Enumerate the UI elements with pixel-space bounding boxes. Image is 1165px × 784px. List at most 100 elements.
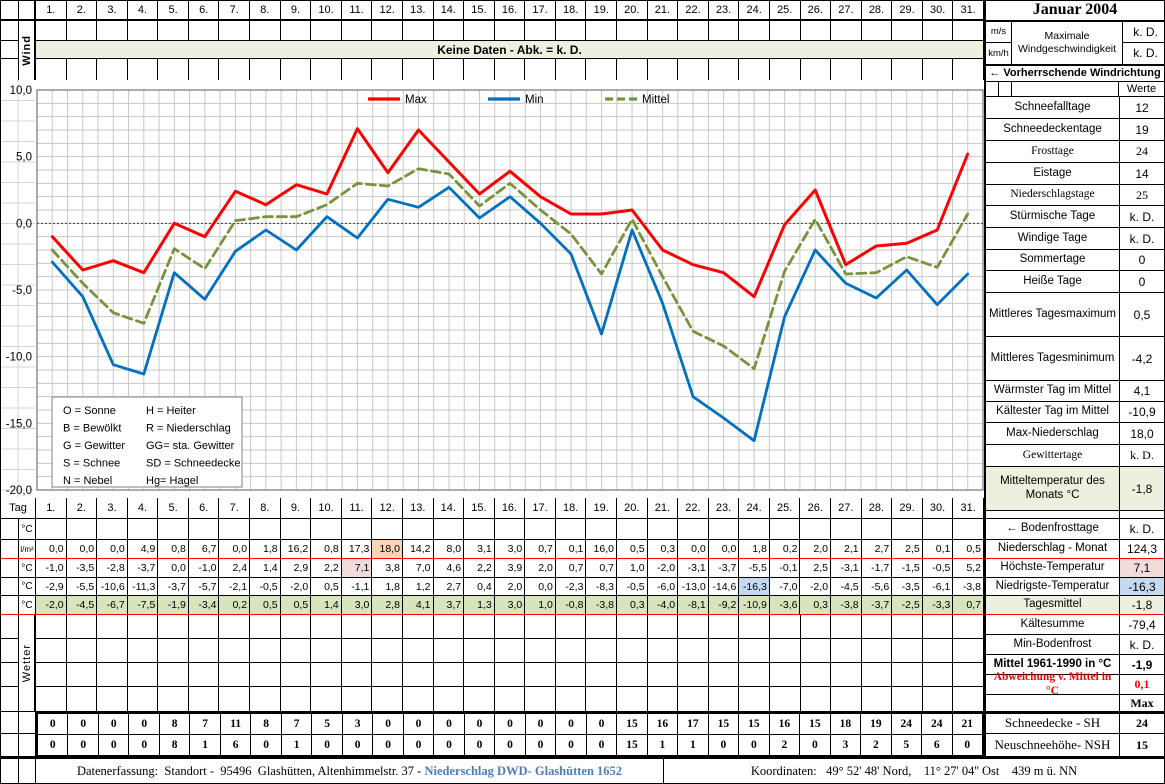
mittel-cell[interactable]: -2,5 (892, 596, 923, 614)
nsh-cell[interactable]: 15 (617, 735, 647, 755)
weather-cell[interactable] (97, 687, 128, 712)
mittel-cell[interactable]: -3,3 (923, 596, 954, 614)
max-cell[interactable]: 2,0 (525, 559, 556, 577)
stat-value[interactable]: 7,1 (1119, 559, 1164, 577)
weather-cell[interactable] (403, 639, 434, 663)
weather-cell[interactable] (495, 663, 526, 687)
mittel-cell[interactable]: 0,5 (250, 596, 281, 614)
wind-day-cell[interactable] (434, 59, 465, 81)
sh-cell[interactable]: 0 (99, 714, 129, 734)
wind-day-cell[interactable] (158, 21, 189, 41)
weather-cell[interactable] (831, 687, 862, 712)
weather-cell[interactable] (801, 615, 832, 639)
mittel-cell[interactable]: 3,7 (434, 596, 465, 614)
weather-cell[interactable] (495, 639, 526, 663)
max-cell[interactable]: -0,1 (770, 559, 801, 577)
weather-cell[interactable] (128, 615, 159, 639)
wind-day-cell[interactable] (770, 59, 801, 81)
weather-cell[interactable] (342, 639, 373, 663)
wind-day-cell[interactable] (219, 59, 250, 81)
nsh-cell[interactable]: 0 (99, 735, 129, 755)
niederschlag-cell[interactable]: 4,9 (128, 540, 159, 558)
stat-value[interactable]: 18,0 (1119, 423, 1164, 444)
stat-value[interactable]: 25 (1119, 185, 1164, 205)
max-cell[interactable]: -2,8 (97, 559, 128, 577)
min-cell[interactable]: -0,5 (617, 578, 648, 595)
weather-cell[interactable] (831, 639, 862, 663)
niederschlag-cell[interactable]: 8,0 (434, 540, 465, 558)
max-cell[interactable]: 2,5 (800, 559, 831, 577)
stat-value[interactable]: 0 (1119, 250, 1164, 270)
mittel-cell[interactable]: -7,5 (128, 596, 159, 614)
stat-value[interactable]: -1,9 (1119, 655, 1164, 674)
weather-cell[interactable] (892, 663, 923, 687)
mittel-cell[interactable]: 2,8 (372, 596, 403, 614)
weather-cell[interactable] (464, 615, 495, 639)
weather-cell[interactable] (586, 687, 617, 712)
wind-day-cell[interactable] (342, 59, 373, 81)
weather-cell[interactable] (189, 663, 220, 687)
weather-cell[interactable] (311, 639, 342, 663)
nsh-cell[interactable]: 8 (160, 735, 190, 755)
stat-value[interactable]: 0,1 (1119, 675, 1164, 694)
weather-cell[interactable] (678, 615, 709, 639)
weather-cell[interactable] (801, 663, 832, 687)
sh-cell[interactable]: 0 (526, 714, 556, 734)
weather-cell[interactable] (403, 663, 434, 687)
weather-cell[interactable] (281, 687, 312, 712)
sh-cell[interactable]: 0 (556, 714, 586, 734)
wind-day-cell[interactable] (892, 21, 923, 41)
stat-value[interactable]: -10,9 (1119, 402, 1164, 422)
nsh-cell[interactable]: 0 (129, 735, 159, 755)
max-cell[interactable]: 3,8 (372, 559, 403, 577)
max-cell[interactable]: -1,7 (862, 559, 893, 577)
wind-day-cell[interactable] (617, 59, 648, 81)
nsh-cell[interactable]: 0 (739, 735, 769, 755)
weather-cell[interactable] (434, 639, 465, 663)
wind-day-cell[interactable] (709, 59, 740, 81)
wind-day-cell[interactable] (189, 21, 220, 41)
niederschlag-cell[interactable]: 0,0 (678, 540, 709, 558)
sh-cell[interactable]: 0 (129, 714, 159, 734)
max-wind-speed-ms-value[interactable]: k. D. (1123, 22, 1165, 43)
weather-cell[interactable] (403, 687, 434, 712)
min-cell[interactable]: -2,3 (556, 578, 587, 595)
niederschlag-cell[interactable]: 16,0 (586, 540, 617, 558)
sh-cell[interactable]: 18 (831, 714, 861, 734)
min-cell[interactable]: -2,9 (36, 578, 67, 595)
max-cell[interactable]: 2,2 (464, 559, 495, 577)
weather-cell[interactable] (97, 663, 128, 687)
wind-day-cell[interactable] (770, 21, 801, 41)
weather-cell[interactable] (281, 639, 312, 663)
weather-cell[interactable] (342, 615, 373, 639)
weather-cell[interactable] (219, 639, 250, 663)
stat-value[interactable]: k. D. (1119, 228, 1164, 249)
wind-day-cell[interactable] (372, 21, 403, 41)
mittel-cell[interactable]: -3,4 (189, 596, 220, 614)
sh-cell[interactable]: 17 (678, 714, 708, 734)
wind-day-cell[interactable] (372, 59, 403, 81)
weather-cell[interactable] (648, 639, 679, 663)
mittel-cell[interactable]: 4,1 (403, 596, 434, 614)
weather-cell[interactable] (250, 615, 281, 639)
stat-value[interactable]: k. D. (1119, 635, 1164, 654)
sh-cell[interactable]: 0 (587, 714, 617, 734)
mittel-cell[interactable]: 0,2 (219, 596, 250, 614)
sh-cell[interactable]: 0 (404, 714, 434, 734)
min-cell[interactable]: -7,0 (770, 578, 801, 595)
nsh-cell[interactable]: 3 (831, 735, 861, 755)
mittel-cell[interactable]: -4,0 (648, 596, 679, 614)
wind-day-cell[interactable] (709, 21, 740, 41)
weather-cell[interactable] (617, 639, 648, 663)
nsh-cell[interactable]: 0 (312, 735, 342, 755)
mittel-cell[interactable]: 1,0 (525, 596, 556, 614)
wind-day-cell[interactable] (862, 21, 893, 41)
stat-value[interactable]: k. D. (1119, 445, 1164, 466)
max-cell[interactable]: 7,0 (403, 559, 434, 577)
nsh-cell[interactable]: 0 (953, 735, 982, 755)
niederschlag-cell[interactable]: 0,1 (923, 540, 954, 558)
sh-cell[interactable]: 7 (282, 714, 312, 734)
min-cell[interactable]: 1,8 (372, 578, 403, 595)
mittel-cell[interactable]: 0,3 (800, 596, 831, 614)
nsh-cell[interactable]: 1 (282, 735, 312, 755)
